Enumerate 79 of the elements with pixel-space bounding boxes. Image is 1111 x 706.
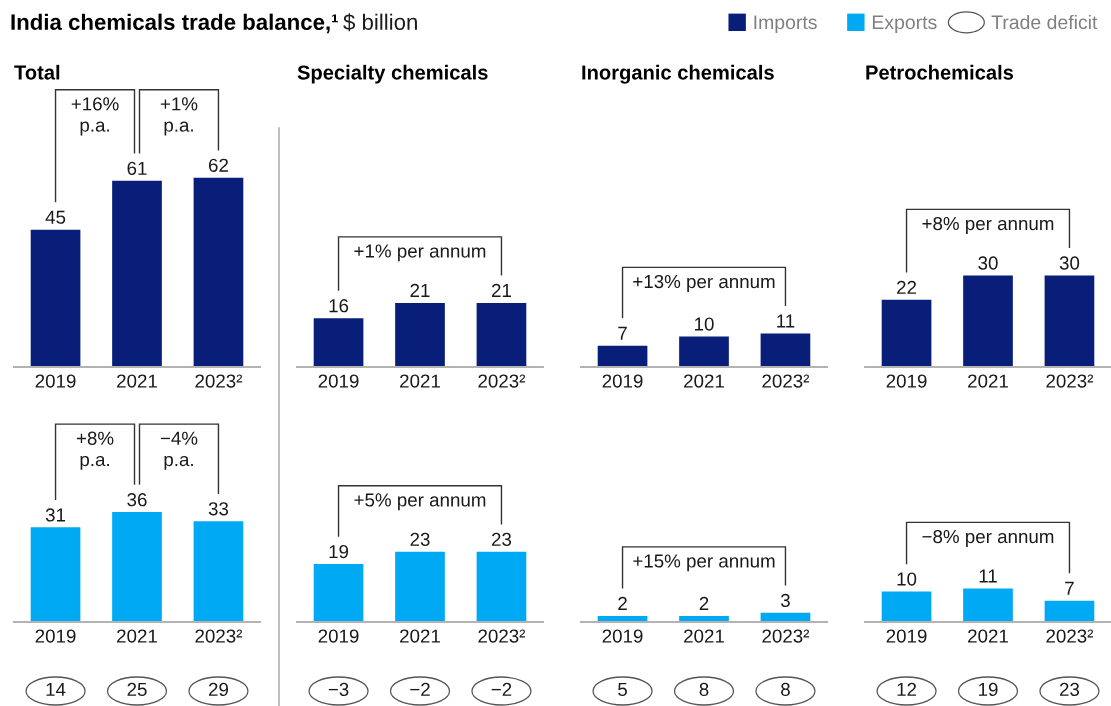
- data-label: 7: [618, 326, 627, 340]
- x-tick-label: 2019: [318, 629, 359, 643]
- data-label: 10: [695, 317, 714, 331]
- data-label: 23: [491, 532, 512, 546]
- x-tick-label: 2019: [602, 374, 643, 388]
- text: +16% p.a.: [71, 97, 119, 136]
- x-tick-label: 2019: [886, 629, 927, 643]
- text: +1% per annum: [354, 244, 486, 262]
- data-label: 19: [979, 682, 998, 697]
- x-tick-label: 2021: [684, 629, 724, 643]
- x-tick-label: 2019: [35, 629, 76, 643]
- x-tick-label: 2023²: [478, 374, 526, 388]
- x-tick-label: 2023²: [478, 629, 526, 643]
- data-label: 8: [781, 682, 790, 697]
- data-label: 3: [780, 593, 790, 608]
- chart-title: Petrochemicals: [866, 64, 1014, 80]
- data-label: 7: [1065, 581, 1074, 595]
- data-label: 22: [897, 280, 917, 294]
- data-label: 30: [978, 256, 998, 270]
- text: +8% per annum: [922, 216, 1054, 234]
- legend-label: Trade deficit: [991, 14, 1098, 30]
- data-label: 33: [208, 502, 229, 516]
- x-tick-label: 2019: [602, 629, 643, 643]
- x-tick-label: 2019: [318, 374, 359, 388]
- legend-label: Imports: [754, 15, 817, 34]
- data-label: −2: [491, 682, 512, 696]
- data-label: 5: [618, 682, 627, 697]
- text: +13% per annum: [633, 274, 775, 292]
- data-label: 25: [127, 682, 147, 697]
- text: −8% per annum: [922, 529, 1054, 547]
- x-tick-label: 2021: [400, 374, 440, 388]
- data-label: 2: [618, 596, 627, 610]
- data-label: 16: [329, 299, 349, 313]
- chart-title: Total: [14, 64, 60, 80]
- x-tick-label: 2019: [35, 374, 76, 388]
- text: +8% p.a.: [76, 431, 114, 470]
- x-tick-label: 2021: [117, 374, 157, 388]
- data-label: −2: [410, 682, 430, 696]
- x-tick-label: 2021: [117, 629, 157, 643]
- data-label: 31: [45, 508, 66, 522]
- data-label: 21: [491, 283, 511, 297]
- data-label: 30: [1059, 256, 1080, 270]
- x-tick-label: 2023²: [762, 374, 810, 388]
- data-label: 61: [127, 161, 147, 175]
- text: +15% per annum: [633, 554, 775, 572]
- data-label: 23: [1059, 682, 1080, 697]
- data-label: 62: [208, 158, 228, 172]
- x-tick-label: 2021: [400, 629, 440, 643]
- text: $ billion: [343, 13, 417, 32]
- data-label: 8: [699, 682, 709, 697]
- data-label: 11: [777, 314, 795, 328]
- x-tick-label: 2023²: [1046, 374, 1094, 388]
- x-tick-label: 2021: [684, 374, 724, 388]
- data-label: 14: [46, 682, 66, 696]
- x-tick-label: 2023²: [195, 374, 243, 388]
- legend-label: Exports: [872, 15, 937, 34]
- data-label: 29: [208, 682, 228, 697]
- x-tick-label: 2023²: [1046, 629, 1094, 643]
- text: +5% per annum: [354, 493, 486, 511]
- chart-title: Inorganic chemicals: [582, 64, 774, 84]
- data-label: 23: [410, 532, 430, 546]
- data-label: 11: [979, 569, 997, 583]
- text: India chemicals trade balance,¹: [11, 13, 338, 34]
- data-label: −3: [328, 682, 349, 697]
- x-tick-label: 2023²: [762, 629, 810, 643]
- text: −4% p.a.: [160, 431, 198, 470]
- data-label: 10: [897, 572, 917, 586]
- x-tick-label: 2023²: [195, 629, 243, 643]
- data-label: 36: [127, 493, 147, 507]
- x-tick-label: 2021: [968, 374, 1008, 388]
- x-tick-label: 2019: [886, 374, 927, 388]
- chart-title: Specialty chemicals: [297, 64, 488, 84]
- data-label: 12: [897, 682, 917, 696]
- text: +1% p.a.: [160, 97, 198, 136]
- data-label: 45: [45, 210, 66, 224]
- data-label: 21: [410, 283, 430, 297]
- data-label: 2: [699, 596, 709, 610]
- data-label: 19: [329, 544, 349, 559]
- x-tick-label: 2021: [968, 629, 1008, 643]
